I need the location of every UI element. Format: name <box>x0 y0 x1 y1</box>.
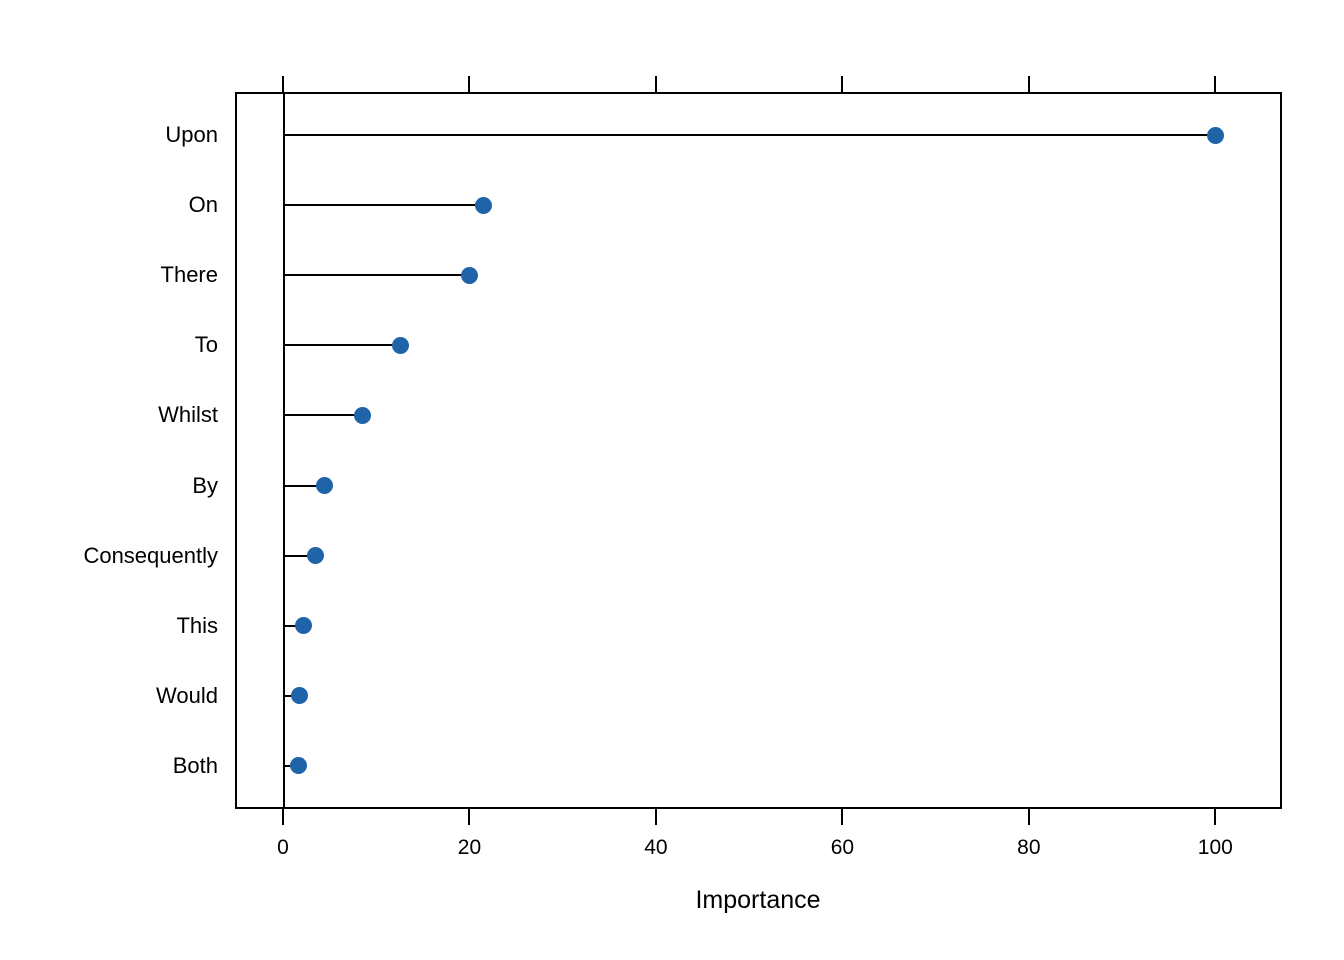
x-tick-bottom <box>1027 809 1030 825</box>
x-axis-title: Importance <box>695 886 821 914</box>
lollipop-stem <box>283 204 484 207</box>
zero-reference-line <box>283 94 285 807</box>
lollipop-stem <box>283 554 316 557</box>
x-tick-label: 80 <box>1017 836 1041 859</box>
plot-area <box>235 92 1282 809</box>
lollipop-stem <box>283 484 325 487</box>
category-label: On <box>188 192 218 218</box>
x-tick-bottom <box>282 809 284 825</box>
lollipop-dot <box>353 406 371 424</box>
lollipop-stem <box>283 624 304 627</box>
lollipop-dot <box>460 266 478 284</box>
lollipop-stem <box>283 344 401 347</box>
lollipop-stem <box>283 414 363 417</box>
category-label: There <box>160 262 218 288</box>
x-tick-bottom <box>1214 809 1217 825</box>
lollipop-dot <box>1206 126 1224 144</box>
x-tick-bottom <box>468 809 471 825</box>
category-label: Both <box>172 752 218 778</box>
x-tick-label: 20 <box>457 836 482 859</box>
x-tick-top <box>1214 76 1217 92</box>
category-label: To <box>194 332 218 358</box>
lollipop-dot <box>295 617 313 635</box>
category-label: This <box>176 612 218 638</box>
x-tick-label: 60 <box>830 836 855 859</box>
x-tick-top <box>282 76 284 92</box>
category-label: By <box>192 472 218 498</box>
x-tick-label: 40 <box>644 836 668 859</box>
lollipop-dot <box>291 687 309 705</box>
category-label: Upon <box>165 122 218 148</box>
lollipop-dot <box>391 336 409 354</box>
lollipop-dot <box>474 196 492 214</box>
category-label: Consequently <box>83 542 218 568</box>
category-label: Whilst <box>158 402 218 428</box>
lollipop-dot <box>315 477 333 495</box>
x-tick-label: 0 <box>277 836 289 859</box>
lollipop-stem <box>283 274 470 277</box>
category-label: Would <box>156 682 218 708</box>
x-tick-top <box>1027 76 1030 92</box>
x-tick-bottom <box>841 809 844 825</box>
x-tick-top <box>841 76 844 92</box>
x-tick-label: 100 <box>1197 836 1233 859</box>
x-tick-top <box>468 76 471 92</box>
lollipop-dot <box>307 547 325 565</box>
x-tick-top <box>654 76 657 92</box>
x-tick-bottom <box>654 809 657 825</box>
lollipop-stem <box>283 134 1216 137</box>
lollipop-dot <box>290 757 308 775</box>
